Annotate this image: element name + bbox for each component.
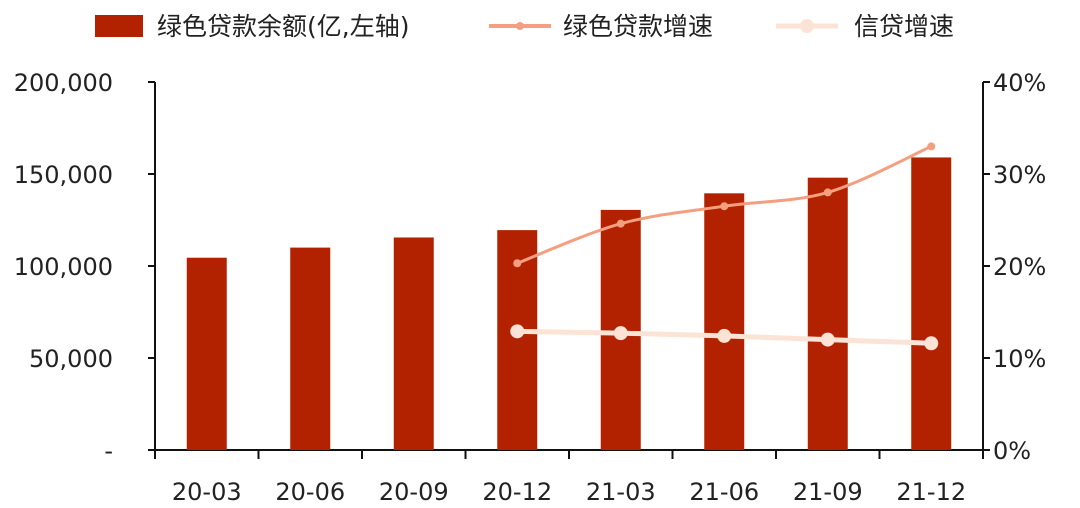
x-tick-label: 21-09 — [793, 478, 863, 506]
point-credit-growth — [924, 336, 939, 351]
y-right-tick-label: 20% — [993, 253, 1046, 281]
legend-label-green-loan-balance: 绿色贷款余额(亿,左轴) — [157, 12, 409, 41]
legend-marker-credit-growth — [800, 19, 814, 33]
bar-green-loan-balance — [393, 237, 434, 450]
y-right-tick-label: 0% — [993, 437, 1031, 465]
point-credit-growth — [820, 332, 835, 347]
x-tick-label: 21-03 — [586, 478, 656, 506]
point-credit-growth — [613, 326, 628, 341]
y-right-tick-label: 40% — [993, 69, 1046, 97]
x-tick-label: 20-09 — [379, 478, 449, 506]
x-tick-label: 20-06 — [275, 478, 345, 506]
axes: - 50,000 100,000 150,000 200,000 0% 10% 20% 30% 4… — [14, 69, 1047, 506]
x-tick-label: 21-06 — [689, 478, 759, 506]
bar-green-loan-balance — [911, 157, 952, 450]
y-left-tick-label: 100,000 — [14, 253, 113, 281]
bar-green-loan-balance — [290, 247, 331, 450]
x-tick-label: 20-12 — [482, 478, 552, 506]
point-credit-growth — [717, 328, 732, 343]
point-green-loan-growth — [823, 188, 832, 197]
legend-label-green-loan-growth: 绿色贷款增速 — [563, 12, 713, 41]
bar-green-loan-balance — [807, 177, 848, 450]
legend-label-credit-growth: 信贷增速 — [854, 12, 954, 41]
point-green-loan-growth — [720, 202, 729, 211]
y-right-tick-label: 10% — [993, 345, 1046, 373]
point-green-loan-growth — [513, 259, 522, 268]
y-left-tick-label: - — [104, 437, 113, 465]
point-credit-growth — [510, 324, 525, 339]
legend: 绿色贷款余额(亿,左轴) 绿色贷款增速 信贷增速 — [95, 12, 954, 41]
point-green-loan-growth — [927, 142, 936, 151]
bar-green-loan-balance — [186, 257, 227, 450]
y-left-tick-label: 150,000 — [14, 161, 113, 189]
bar-series — [186, 157, 952, 450]
bar-green-loan-balance — [704, 193, 745, 450]
legend-marker-green-loan-growth — [516, 22, 524, 30]
x-tick-label: 21-12 — [896, 478, 966, 506]
y-left-tick-label: 50,000 — [29, 345, 113, 373]
legend-swatch-green-loan-balance — [95, 15, 143, 37]
line-series — [510, 142, 939, 351]
x-tick-label: 20-03 — [172, 478, 242, 506]
y-left-tick-label: 200,000 — [14, 69, 113, 97]
point-green-loan-growth — [616, 219, 625, 228]
y-right-tick-label: 30% — [993, 161, 1046, 189]
